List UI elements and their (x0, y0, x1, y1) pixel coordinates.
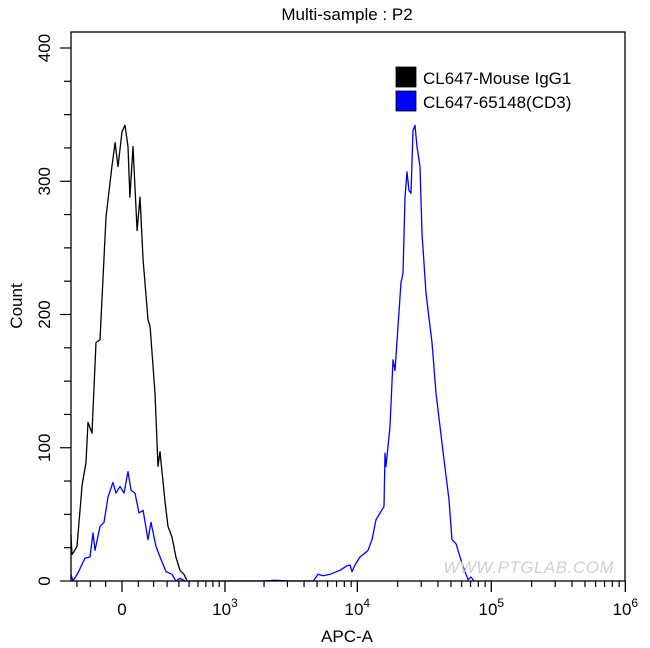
x-tick-label: 103 (212, 596, 238, 619)
y-tick-label: 100 (35, 434, 54, 462)
y-tick-label: 0 (35, 576, 54, 585)
legend-label: CL647-65148(CD3) (423, 93, 571, 112)
y-axis: 0 100 200 300 400 (35, 34, 71, 586)
y-tick-label: 200 (35, 300, 54, 328)
x-axis-label: APC-A (321, 627, 374, 646)
watermark: WWW.PTGLAB.COM (443, 558, 614, 577)
x-tick-label: 104 (344, 596, 370, 619)
x-tick-label: 106 (613, 596, 639, 619)
legend-swatch (395, 90, 417, 112)
y-axis-label: Count (7, 283, 26, 329)
legend-label: CL647-Mouse IgG1 (423, 69, 571, 88)
legend-swatch (395, 66, 417, 88)
series-line-0 (70, 124, 188, 582)
legend: CL647-Mouse IgG1 CL647-65148(CD3) (395, 66, 571, 112)
x-tick-label: 0 (117, 600, 126, 619)
x-axis: 0 103 104 105 106 (76, 581, 639, 619)
x-tick-label: 105 (478, 596, 504, 619)
plot-series (70, 124, 475, 582)
series-line-1 (70, 124, 475, 582)
chart-title: Multi-sample : P2 (281, 5, 412, 24)
y-tick-label: 400 (35, 34, 54, 62)
plot-frame (70, 31, 626, 582)
y-tick-label: 300 (35, 167, 54, 195)
